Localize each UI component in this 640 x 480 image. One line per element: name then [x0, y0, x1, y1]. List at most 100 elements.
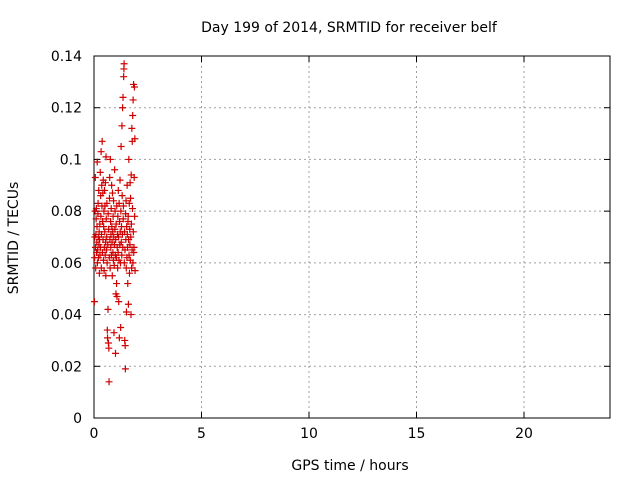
data-point [104, 305, 112, 313]
data-point [127, 311, 135, 319]
data-point [117, 143, 125, 150]
data-point [104, 334, 112, 342]
data-point [125, 269, 133, 277]
data-point [126, 225, 134, 233]
data-point [131, 267, 139, 275]
data-point [119, 93, 127, 101]
data-point [93, 158, 101, 166]
data-point [127, 233, 135, 241]
data-point [98, 181, 106, 189]
data-point [115, 334, 123, 342]
data-point [101, 228, 109, 236]
y-tick-label: 0.06 [51, 256, 82, 272]
data-point [128, 205, 136, 213]
data-point [130, 243, 138, 251]
data-point [104, 210, 112, 218]
data-point [92, 205, 100, 213]
data-point [131, 135, 139, 143]
data-point [129, 96, 137, 104]
y-tick-label: 0.04 [51, 308, 82, 324]
data-point [106, 155, 114, 163]
data-point [130, 174, 138, 182]
data-point [110, 197, 118, 205]
data-point [118, 122, 126, 130]
x-tick-label: 15 [408, 426, 426, 442]
data-point [120, 60, 128, 68]
data-point [100, 267, 108, 275]
data-point [103, 199, 111, 207]
data-point [117, 238, 125, 246]
y-tick-label: 0 [73, 411, 82, 427]
data-point [125, 155, 133, 163]
data-point [102, 272, 110, 280]
data-point [115, 233, 123, 241]
data-point [131, 212, 139, 220]
data-point [92, 215, 100, 223]
data-point [126, 179, 134, 187]
data-point [121, 342, 129, 350]
data-point [116, 176, 124, 184]
chart-title: Day 199 of 2014, SRMTID for receiver bel… [201, 20, 498, 36]
data-point [91, 174, 99, 182]
data-point [97, 148, 105, 156]
data-point [128, 124, 136, 132]
data-point [119, 215, 127, 223]
data-point [124, 212, 132, 220]
data-point [129, 228, 137, 236]
data-point [112, 349, 119, 357]
data-point [93, 259, 101, 267]
x-tick-label: 5 [197, 426, 206, 442]
data-point [99, 256, 107, 264]
data-point [118, 251, 126, 259]
data-point [103, 326, 111, 334]
data-point [101, 186, 109, 194]
data-point [118, 192, 126, 200]
data-point [108, 272, 116, 280]
data-point [115, 298, 123, 306]
data-point [111, 225, 119, 233]
x-axis-label: GPS time / hours [291, 458, 408, 474]
x-tick-labels: 0 5 10 15 20 [90, 426, 533, 442]
data-point [105, 344, 113, 352]
data-point [98, 137, 106, 145]
data-point [127, 220, 135, 228]
y-tick-label: 0.12 [51, 101, 82, 117]
data-point [101, 179, 109, 187]
data-point [129, 259, 137, 267]
grid [94, 56, 610, 418]
data-point [114, 264, 122, 272]
data-point [105, 378, 113, 386]
data-point [103, 259, 111, 267]
data-point [114, 249, 122, 257]
data-point [124, 280, 132, 288]
data-points [90, 60, 139, 386]
data-point [94, 199, 102, 207]
data-point [107, 243, 115, 251]
data-point [100, 207, 108, 215]
data-point [119, 202, 127, 210]
x-tick-label: 10 [300, 426, 318, 442]
data-point [113, 292, 121, 300]
data-point [100, 223, 108, 231]
data-point [113, 280, 121, 288]
data-point [96, 168, 104, 176]
x-tick-label: 20 [515, 426, 533, 442]
data-point [105, 194, 113, 202]
data-point [114, 186, 122, 194]
x-tick-label: 0 [90, 426, 99, 442]
data-point [101, 251, 109, 259]
data-point [122, 308, 130, 316]
data-point [129, 111, 137, 119]
data-point [102, 153, 110, 161]
data-point [120, 73, 128, 81]
y-axis-label: SRMTID / TECUs [6, 182, 22, 295]
y-tick-label: 0.08 [51, 204, 82, 220]
data-point [108, 189, 116, 197]
data-point [117, 324, 125, 331]
data-point [107, 217, 115, 225]
data-point [97, 212, 105, 220]
data-point [126, 241, 134, 249]
data-point [107, 205, 115, 213]
data-point [102, 246, 110, 254]
